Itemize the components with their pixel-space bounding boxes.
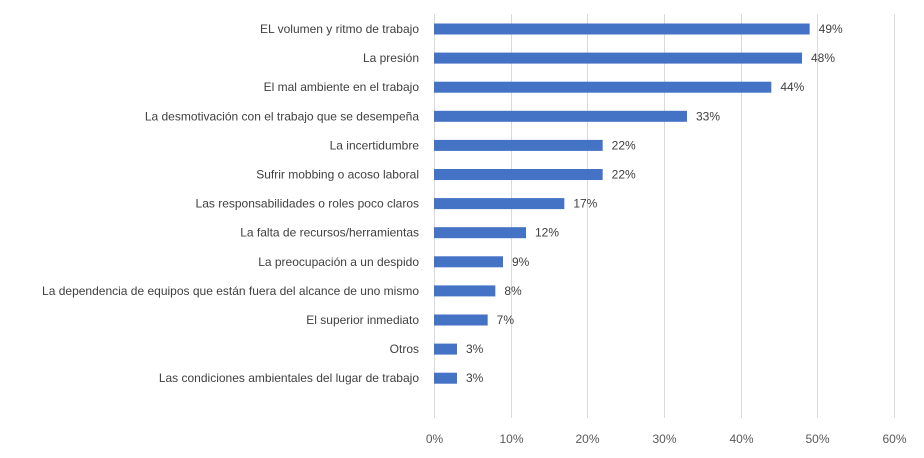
bar bbox=[434, 314, 488, 326]
data-label: 22% bbox=[612, 138, 636, 152]
bar bbox=[434, 110, 687, 122]
x-tick-label: 40% bbox=[729, 432, 753, 446]
category-label: La incertidumbre bbox=[330, 138, 420, 152]
data-label: 22% bbox=[612, 168, 636, 182]
category-label: Sufrir mobbing o acoso laboral bbox=[256, 168, 419, 182]
category-label: Las condiciones ambientales del lugar de… bbox=[159, 371, 419, 385]
category-label: La preocupación a un despido bbox=[258, 255, 419, 269]
x-tick-label: 50% bbox=[805, 432, 829, 446]
x-tick-label: 30% bbox=[652, 432, 676, 446]
bar bbox=[434, 23, 810, 35]
bar bbox=[434, 198, 565, 210]
category-label: EL volumen y ritmo de trabajo bbox=[260, 22, 419, 36]
data-label: 44% bbox=[780, 80, 804, 94]
data-label: 12% bbox=[535, 226, 559, 240]
data-label: 3% bbox=[466, 342, 484, 356]
data-label: 33% bbox=[696, 109, 720, 123]
bar bbox=[434, 139, 603, 151]
x-tick-label: 10% bbox=[499, 432, 523, 446]
bar bbox=[434, 52, 802, 64]
category-labels: EL volumen y ritmo de trabajo La presión E… bbox=[42, 22, 419, 385]
x-tick-label: 60% bbox=[882, 432, 906, 446]
category-label: Otros bbox=[390, 342, 419, 356]
category-label: La presión bbox=[363, 51, 419, 65]
x-tick-label: 0% bbox=[426, 432, 444, 446]
x-tick-label: 20% bbox=[575, 432, 599, 446]
data-labels: 49% 48% 44% 33% 22% 22% 17% 12% 9% 8% 7% 3% 3% bbox=[466, 22, 843, 385]
data-label: 9% bbox=[512, 255, 530, 269]
category-label: El mal ambiente en el trabajo bbox=[264, 80, 420, 94]
x-axis-tick-labels: 0% 10% 20% 30% 40% 50% 60% bbox=[426, 432, 907, 446]
category-label: La desmotivación con el trabajo que se d… bbox=[145, 109, 420, 123]
bar bbox=[434, 81, 772, 93]
bar bbox=[434, 343, 457, 355]
bar bbox=[434, 227, 526, 239]
data-label: 7% bbox=[497, 313, 515, 327]
category-label: El superior inmediato bbox=[306, 313, 419, 327]
bar bbox=[434, 169, 603, 180]
category-label: Las responsabilidades o roles poco claro… bbox=[196, 197, 419, 211]
grid-lines bbox=[434, 14, 895, 418]
data-label: 17% bbox=[573, 197, 597, 211]
bar bbox=[434, 256, 503, 268]
data-label: 49% bbox=[819, 22, 843, 36]
category-label: La dependencia de equipos que están fuer… bbox=[42, 284, 419, 298]
data-label: 8% bbox=[504, 284, 522, 298]
bar bbox=[434, 285, 496, 297]
bar bbox=[434, 372, 457, 384]
data-label: 48% bbox=[811, 51, 835, 65]
category-label: La falta de recursos/herramientas bbox=[240, 226, 419, 240]
bars bbox=[434, 23, 810, 384]
data-label: 3% bbox=[466, 371, 484, 385]
